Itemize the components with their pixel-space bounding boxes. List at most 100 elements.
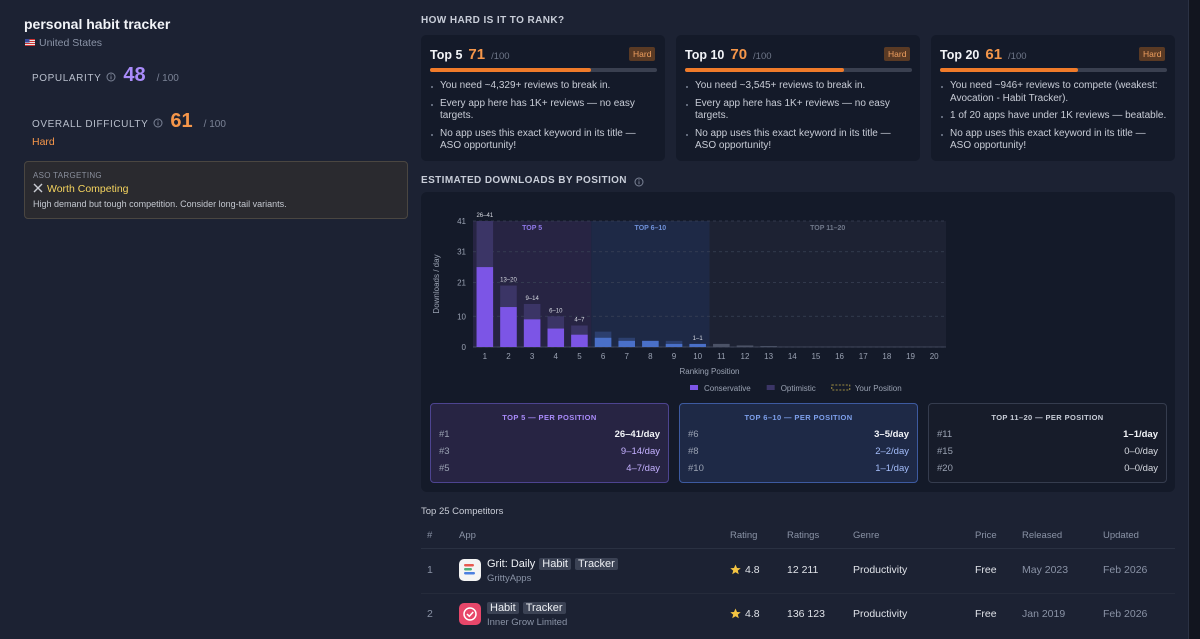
icon-bar: [464, 564, 474, 567]
position-label: #5: [439, 463, 450, 474]
position-value: 9–14/day: [620, 446, 660, 457]
bullet-dot: [686, 103, 688, 106]
rank-label: Top 10: [685, 48, 725, 62]
progress-bar: [940, 68, 1079, 72]
bullet-text: You need ~3,545+ reviews to break in.: [695, 80, 866, 91]
cell-genre: Productivity: [853, 564, 908, 576]
bullet-item: No app uses this exact keyword in its ti…: [940, 128, 1168, 153]
bullet-dot: [941, 86, 943, 88]
rank-score: 70: [730, 46, 748, 63]
cell-ratings: 12 211: [787, 564, 819, 576]
swords-icon: [33, 183, 43, 193]
icon-check: [466, 611, 474, 618]
bullet-list: You need ~3,545+ reviews to break in. Eve…: [685, 80, 913, 158]
bullet-dot: [941, 133, 943, 136]
position-label: #15: [937, 446, 953, 457]
per-position-title: TOP 5 — PER POSITION: [502, 413, 597, 422]
rank-badge: Hard: [884, 47, 911, 61]
per-position-card: TOP 11–20 — PER POSITION #11 1–1/day #15 0–0…: [928, 403, 1167, 483]
bullet-text: No app uses this exact keyword in its ti…: [695, 127, 891, 152]
bullet-item: You need ~946+ reviews to compete (weake…: [940, 80, 1168, 105]
cell-price: Free: [975, 608, 997, 620]
flag-icon: [25, 39, 35, 46]
rank-badge: Hard: [629, 47, 656, 61]
app-developer: GrittyApps: [487, 573, 532, 584]
per-position-card: TOP 5 — PER POSITION #1 26–41/day #3 9–14/da…: [430, 403, 669, 483]
column-header: Updated: [1103, 530, 1139, 541]
header-rule: [421, 548, 1175, 549]
difficulty-row: OVERALL DIFFICULTY 61 / 100: [32, 110, 226, 133]
star: [730, 608, 741, 619]
name-part: Tracker: [522, 602, 566, 614]
cell-updated: Feb 2026: [1103, 608, 1148, 620]
rank-card-header: Top 5 71/100: [430, 46, 510, 63]
rank-score: 71: [468, 46, 486, 63]
progress-bar: [430, 68, 592, 72]
name-part: Grit: Daily: [487, 558, 536, 570]
bullet-item: You need ~3,545+ reviews to break in.: [685, 80, 913, 93]
bullet-text: Every app here has 1K+ reviews — no easy…: [695, 97, 890, 122]
bullet-item: No app uses this exact keyword in its ti…: [685, 128, 913, 153]
bullet-text: You need ~4,329+ reviews to break in.: [440, 80, 611, 91]
cell-ratings: 136 123: [787, 608, 825, 620]
rank-card: Top 5 71/100 Hard You need ~4,329+ reviews …: [421, 35, 665, 161]
rank-card: Top 10 70/100 Hard You need ~3,545+ reviews…: [676, 35, 920, 161]
position-label: #20: [937, 463, 953, 474]
bullet-dot: [941, 116, 943, 118]
info-icon: [106, 72, 116, 82]
bullet-item: Every app here has 1K+ reviews — no easy…: [685, 98, 913, 123]
cell-released: Jan 2019: [1022, 608, 1066, 620]
column-header: Released: [1022, 530, 1063, 541]
bullet-text: No app uses this exact keyword in its ti…: [950, 127, 1146, 152]
name-part: Tracker: [574, 558, 618, 570]
aso-box: ASO TARGETING Worth Competing High demand …: [24, 161, 408, 219]
rank-score: 61: [985, 46, 1003, 63]
bullet-dot: [431, 133, 433, 136]
column-header: #: [427, 530, 433, 541]
info-dot: [638, 178, 640, 180]
difficulty-label: OVERALL DIFFICULTY: [32, 119, 149, 130]
table-title: Top 25 Competitors: [421, 506, 504, 517]
row-rank: 1: [427, 564, 433, 576]
rank-label: Top 20: [940, 48, 980, 62]
popularity-max: / 100: [156, 73, 179, 84]
column-header: App: [459, 530, 476, 541]
per-position-title: TOP 11–20 — PER POSITION: [991, 413, 1104, 422]
info-icon: [153, 118, 163, 128]
flag-canton: [25, 39, 30, 43]
bullet-list: You need ~4,329+ reviews to break in. Eve…: [430, 80, 658, 158]
position-label: #8: [688, 446, 699, 457]
column-header: Ratings: [787, 530, 820, 541]
rank-badge: Hard: [1139, 47, 1166, 61]
rank-card-header: Top 10 70/100: [685, 46, 772, 63]
icon-bar: [464, 568, 472, 571]
rank-max: /100: [753, 51, 772, 62]
info-circle: [106, 72, 116, 82]
rank-max: /100: [1008, 51, 1027, 62]
difficulty-max: / 100: [203, 119, 226, 130]
app-icon: [459, 559, 481, 581]
aso-label: ASO TARGETING: [33, 171, 102, 180]
sword: [33, 183, 43, 193]
position-label: #11: [937, 429, 953, 440]
cell-rating: 4.8: [745, 564, 760, 576]
row-rule: [421, 593, 1175, 594]
popularity-label: POPULARITY: [32, 73, 102, 84]
progress-track: [685, 68, 912, 72]
section-title: HOW HARD IS IT TO RANK?: [421, 15, 565, 26]
bullet-item: 1 of 20 apps have under 1K reviews — bea…: [940, 110, 1168, 123]
bullet-text: No app uses this exact keyword in its ti…: [440, 127, 636, 152]
rank-card-header: Top 20 61/100: [940, 46, 1027, 63]
per-position-card: TOP 6–10 — PER POSITION #6 3–5/day #8 2–2/da…: [679, 403, 918, 483]
flag-bg: [25, 39, 35, 46]
icon-bg: [459, 603, 481, 625]
flag-stripe: [25, 41, 35, 42]
app-icon: [459, 603, 481, 625]
position-value: 1–1/day: [875, 463, 909, 474]
difficulty-level: Hard: [32, 136, 55, 148]
popularity-row: POPULARITY 48 / 100: [32, 64, 179, 87]
flag-stripe: [25, 43, 35, 44]
info-circle: [634, 177, 644, 186]
chart-title: ESTIMATED DOWNLOADS BY POSITION: [421, 175, 627, 186]
column-header: Genre: [853, 530, 880, 541]
